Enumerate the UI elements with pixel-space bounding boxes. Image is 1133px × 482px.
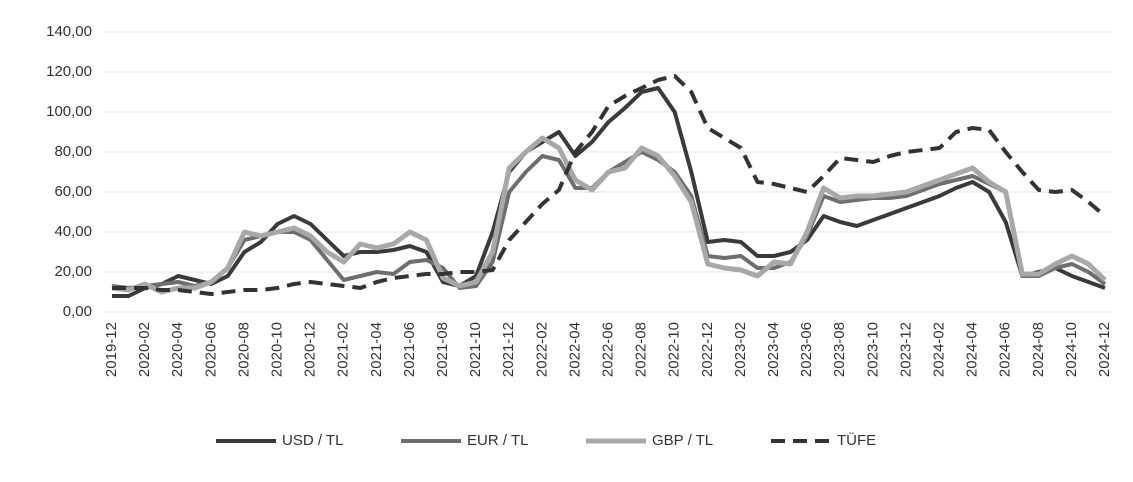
x-tick-label: 2021-10 [467,322,484,377]
y-tick-label: 40,00 [54,223,92,240]
x-tick-label: 2023-02 [732,322,749,377]
x-tick-label: 2021-08 [434,322,451,377]
x-tick-label: 2020-12 [302,322,319,377]
legend-label: GBP / TL [652,432,713,449]
y-tick-label: 60,00 [54,183,92,200]
x-tick-label: 2024-06 [997,322,1014,377]
x-tick-label: 2022-06 [599,322,616,377]
legend-label: TÜFE [837,431,876,449]
series-line [112,86,1106,298]
x-tick-label: 2021-06 [401,322,418,377]
x-tick-label: 2024-08 [1030,322,1047,377]
x-tick-label: 2020-02 [136,322,153,377]
x-tick-label: 2021-02 [335,322,352,377]
series-line [111,135,1107,295]
y-tick-label: 80,00 [54,143,92,160]
x-tick-label: 2020-06 [202,322,219,377]
y-tick-label: 20,00 [54,263,92,280]
x-tick-label: 2020-08 [235,322,252,377]
y-tick-label: 140,00 [46,23,92,40]
y-tick-label: 0,00 [63,303,92,320]
y-tick-label: 120,00 [46,63,92,80]
x-tick-label: 2023-08 [831,322,848,377]
x-tick-label: 2023-06 [798,322,815,377]
x-tick-label: 2022-04 [566,322,583,377]
x-tick-label: 2020-04 [169,322,186,377]
x-tick-label: 2022-12 [699,322,716,377]
x-tick-label: 2020-10 [268,322,285,377]
x-tick-label: 2021-04 [368,322,385,377]
x-tick-label: 2022-02 [533,322,550,377]
x-tick-label: 2019-12 [103,322,120,377]
legend-label: EUR / TL [467,432,528,449]
x-tick-label: 2023-12 [897,322,914,377]
series-line [112,74,1107,296]
x-tick-label: 2024-04 [964,322,981,377]
x-tick-label: 2024-02 [930,322,947,377]
x-tick-label: 2022-10 [666,322,683,377]
x-tick-label: 2021-12 [500,322,517,377]
x-tick-label: 2022-08 [633,322,650,377]
x-tick-label: 2024-12 [1096,322,1113,377]
x-tick-label: 2024-10 [1063,322,1080,377]
x-tick-label: 2023-10 [864,322,881,377]
x-tick-label: 2023-04 [765,322,782,377]
legend-label: USD / TL [282,432,343,449]
y-tick-label: 100,00 [46,103,92,120]
